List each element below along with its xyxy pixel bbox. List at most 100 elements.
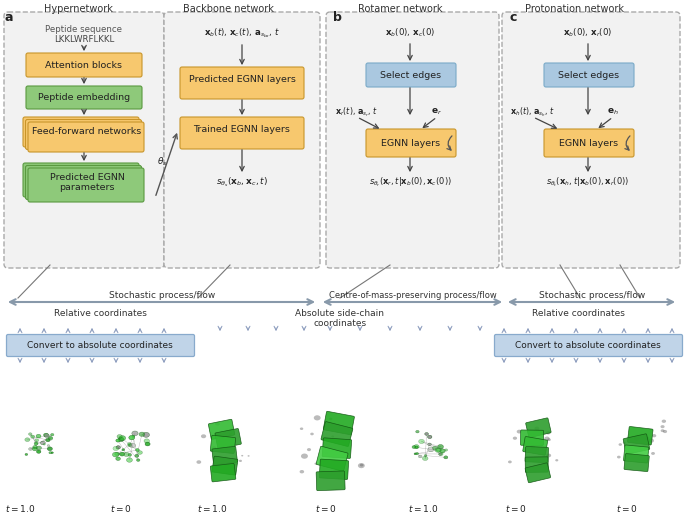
Ellipse shape [423,456,428,460]
Text: $\mathbf{x}_h(t)$, $\mathbf{a}_{s_h}$, $t$: $\mathbf{x}_h(t)$, $\mathbf{a}_{s_h}$, $… [510,105,556,119]
Ellipse shape [324,452,327,454]
Text: $s_{\theta_t}(\mathbf{x}_h, t|\mathbf{x}_b(0), \mathbf{x}_r(0))$: $s_{\theta_t}(\mathbf{x}_h, t|\mathbf{x}… [547,175,630,189]
Text: Predicted EGNN: Predicted EGNN [49,172,125,182]
Ellipse shape [662,420,666,423]
FancyBboxPatch shape [212,446,238,465]
Ellipse shape [241,455,243,457]
Ellipse shape [314,415,321,421]
Ellipse shape [545,437,549,441]
Ellipse shape [358,463,365,468]
Ellipse shape [299,470,304,473]
Text: LKKLWRFLKKL: LKKLWRFLKKL [54,35,114,43]
Ellipse shape [619,443,622,446]
Ellipse shape [116,457,121,460]
Ellipse shape [436,448,441,452]
FancyBboxPatch shape [210,436,236,454]
Ellipse shape [660,429,664,432]
FancyBboxPatch shape [624,454,649,472]
Ellipse shape [652,434,656,437]
FancyBboxPatch shape [26,86,142,109]
Text: Attention blocks: Attention blocks [45,60,123,70]
FancyBboxPatch shape [164,12,320,268]
Text: a: a [5,11,14,24]
Text: Feed-forward networks: Feed-forward networks [32,127,142,137]
Ellipse shape [540,432,543,434]
Text: b: b [333,11,342,24]
FancyBboxPatch shape [627,427,653,445]
Ellipse shape [307,448,311,451]
Ellipse shape [127,443,132,445]
Ellipse shape [310,432,314,436]
Ellipse shape [228,432,232,435]
Ellipse shape [117,434,122,439]
Ellipse shape [116,439,120,442]
FancyBboxPatch shape [523,437,548,455]
Text: Rotamer network: Rotamer network [358,4,443,14]
Text: Hypernetwork: Hypernetwork [44,4,112,14]
Ellipse shape [49,452,52,454]
Ellipse shape [47,445,50,446]
Ellipse shape [47,447,52,450]
Ellipse shape [112,452,119,457]
FancyBboxPatch shape [180,117,304,149]
Text: $t = 1.0$: $t = 1.0$ [197,503,227,513]
Text: Trained EGNN layers: Trained EGNN layers [194,125,290,135]
Ellipse shape [438,453,442,456]
Ellipse shape [119,436,125,441]
Ellipse shape [51,433,54,436]
Ellipse shape [416,453,419,455]
Text: Stochastic process/flow: Stochastic process/flow [109,291,215,299]
Ellipse shape [425,432,428,436]
Ellipse shape [329,418,332,420]
Text: Convert to absolute coordinates: Convert to absolute coordinates [515,341,661,350]
Ellipse shape [530,445,535,449]
Ellipse shape [438,444,443,449]
Ellipse shape [247,455,249,457]
Text: $\mathbf{x}_b(0)$, $\mathbf{x}_c(0)$: $\mathbf{x}_b(0)$, $\mathbf{x}_c(0)$ [385,27,435,39]
Ellipse shape [40,441,45,445]
Ellipse shape [414,445,419,448]
Ellipse shape [428,447,434,452]
Text: $t = 1.0$: $t = 1.0$ [5,503,36,513]
Text: Protonation network: Protonation network [525,4,625,14]
Ellipse shape [51,452,53,454]
Text: Centre-of-mass-preserving process/flow: Centre-of-mass-preserving process/flow [329,291,497,299]
Text: Backbone network: Backbone network [183,4,273,14]
Ellipse shape [634,437,639,440]
Ellipse shape [229,428,234,432]
Ellipse shape [119,452,125,456]
Ellipse shape [332,436,334,438]
FancyBboxPatch shape [525,418,551,438]
FancyBboxPatch shape [215,429,241,448]
Text: $\mathbf{x}_b(0)$, $\mathbf{x}_r(0)$: $\mathbf{x}_b(0)$, $\mathbf{x}_r(0)$ [563,27,612,39]
Ellipse shape [31,435,35,438]
Ellipse shape [25,438,30,442]
Ellipse shape [534,427,539,430]
Text: Stochastic process/flow: Stochastic process/flow [539,291,645,299]
Ellipse shape [445,449,448,451]
FancyBboxPatch shape [495,334,682,357]
Ellipse shape [129,436,135,440]
Ellipse shape [132,431,138,436]
Ellipse shape [217,440,221,443]
FancyBboxPatch shape [180,67,304,99]
FancyBboxPatch shape [25,120,142,150]
Text: EGNN layers: EGNN layers [382,138,440,148]
Text: Peptide embedding: Peptide embedding [38,93,130,102]
Ellipse shape [547,438,551,441]
Text: Relative coordinates: Relative coordinates [53,310,147,318]
Ellipse shape [651,452,655,455]
Ellipse shape [513,437,517,440]
Ellipse shape [25,454,27,456]
Ellipse shape [132,436,135,438]
Ellipse shape [49,437,53,440]
Ellipse shape [220,437,224,440]
Ellipse shape [546,431,551,434]
Text: $t = 1.0$: $t = 1.0$ [408,503,438,513]
Ellipse shape [412,445,416,448]
FancyBboxPatch shape [323,411,354,435]
Ellipse shape [127,458,132,462]
Ellipse shape [360,464,364,466]
Ellipse shape [617,456,621,458]
Ellipse shape [29,447,32,450]
